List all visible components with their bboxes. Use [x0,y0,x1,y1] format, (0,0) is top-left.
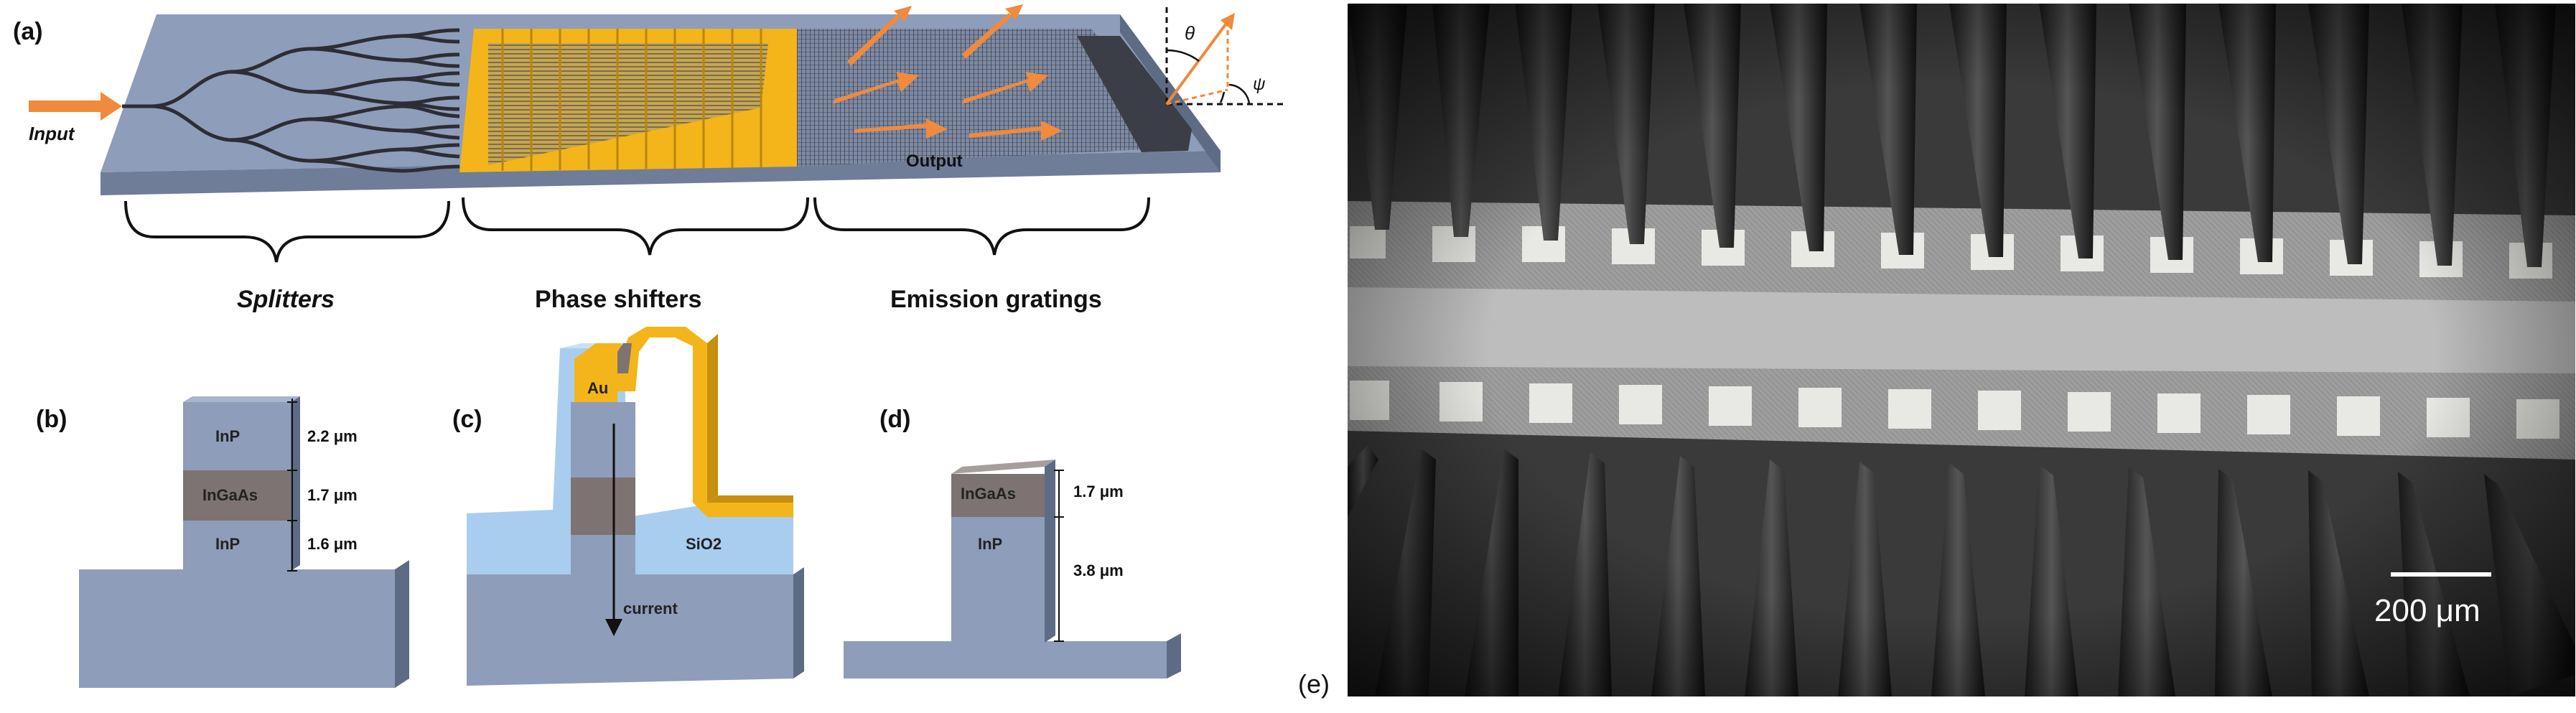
micrograph: 200 μm [1348,4,2575,696]
current-label: current [623,600,678,618]
ridge-ingaas [183,470,291,521]
d-layer-2: InP [978,535,1002,553]
splitter-tree [122,28,460,173]
au-contact [574,327,793,517]
b-thickness-3: 1.6 μm [307,535,358,553]
section-emission-gratings: Emission gratings [890,286,1102,313]
panel-e-tag: (e) [1298,669,1330,699]
ridge-inp-bottom [183,521,291,571]
b-layer-1: InP [215,427,240,445]
psi-symbol: ψ [1253,75,1265,94]
sio2-label: SiO2 [686,535,722,553]
panel-c: (c) Au SiO2 current [452,327,804,686]
emission-gratings [797,29,1192,167]
panel-e: (e) [1298,4,2575,699]
chip-right [1120,14,1221,172]
phase-shifters [459,29,797,172]
input-arrow [29,92,122,121]
panel-d-tag: (d) [879,406,910,433]
panel-d: (d) InGaAs InP 1.7 μm 3.8 μm [844,406,1181,679]
angle-inset: θ ψ [1165,7,1285,106]
b-layer-2: InGaAs [202,486,258,504]
chip-front [101,151,1221,195]
panel-a-tag: (a) [13,18,43,45]
section-braces [124,197,1150,263]
panel-b-tag: (b) [36,406,67,433]
b-thickness-2: 1.7 μm [307,486,358,504]
section-splitters: Splitters [237,286,335,313]
ridge-inp-top [183,402,291,470]
d-thickness-1: 1.7 μm [1073,483,1124,500]
sio2-cladding [467,348,793,574]
panel-b: (b) InP InGaAs InP 2.2 μm 1.7 μm 1.6 μm [36,396,409,688]
au-label: Au [587,379,608,397]
panel-a: (a) Input [13,4,1285,313]
input-label: Input [29,123,75,144]
section-phase-shifters: Phase shifters [535,286,701,313]
panel-c-tag: (c) [452,406,482,433]
b-thickness-1: 2.2 μm [307,427,358,445]
theta-symbol: θ [1185,22,1195,44]
output-arrows [833,4,1063,141]
d-layer-1: InGaAs [961,485,1016,503]
b-layer-3: InP [215,535,240,553]
scale-bar-label: 200 μm [2374,593,2481,628]
output-label: Output [906,152,963,171]
d-thickness-2: 3.8 μm [1073,561,1124,579]
